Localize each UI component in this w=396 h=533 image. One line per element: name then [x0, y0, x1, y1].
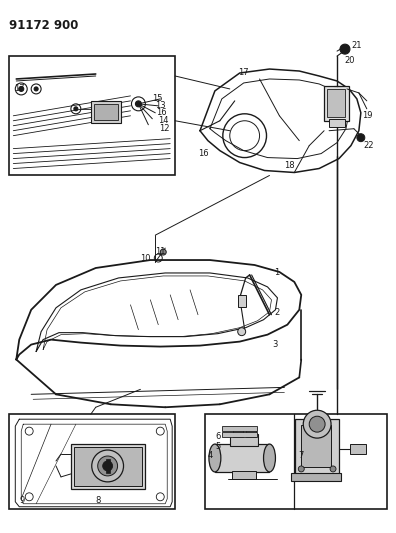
- Bar: [10, 56, 175, 175]
- Bar: [246, 429, 255, 437]
- Bar: [327, 89, 345, 117]
- Text: 12: 12: [159, 124, 170, 133]
- Circle shape: [92, 450, 124, 482]
- Text: 91172 900: 91172 900: [10, 19, 79, 33]
- Bar: [329, 119, 345, 127]
- Bar: [232, 471, 255, 479]
- Circle shape: [135, 101, 141, 107]
- Circle shape: [34, 87, 38, 91]
- Text: 16: 16: [156, 108, 167, 117]
- Text: 16: 16: [198, 149, 209, 158]
- Circle shape: [74, 107, 78, 111]
- Bar: [106, 459, 110, 473]
- Ellipse shape: [209, 444, 221, 472]
- Text: 5: 5: [215, 442, 220, 451]
- Bar: [94, 104, 118, 120]
- Bar: [215, 444, 270, 472]
- Text: 13: 13: [155, 101, 166, 110]
- Text: 10: 10: [141, 254, 151, 263]
- Text: 8: 8: [96, 496, 101, 505]
- Text: 14: 14: [158, 116, 169, 125]
- Circle shape: [19, 86, 24, 92]
- Bar: [222, 426, 257, 431]
- Circle shape: [340, 44, 350, 54]
- Bar: [295, 419, 339, 474]
- Text: 7: 7: [298, 451, 304, 460]
- Bar: [230, 434, 257, 446]
- Bar: [301, 425, 331, 467]
- Circle shape: [103, 461, 112, 471]
- Bar: [238, 295, 246, 307]
- Text: 6: 6: [215, 432, 220, 441]
- Text: 3: 3: [272, 340, 278, 349]
- Bar: [222, 432, 257, 437]
- Circle shape: [160, 249, 166, 255]
- Bar: [291, 473, 341, 481]
- Text: 17: 17: [14, 84, 25, 93]
- Text: 11: 11: [155, 247, 166, 256]
- Circle shape: [303, 410, 331, 438]
- Circle shape: [357, 134, 365, 142]
- Text: 1: 1: [274, 268, 280, 277]
- Bar: [10, 414, 175, 508]
- Bar: [91, 101, 120, 123]
- Bar: [324, 86, 349, 121]
- Text: 20: 20: [344, 56, 354, 65]
- Bar: [205, 414, 386, 508]
- Text: 22: 22: [364, 141, 374, 150]
- Circle shape: [98, 456, 118, 476]
- Bar: [71, 444, 145, 489]
- Text: 17: 17: [238, 68, 248, 77]
- Text: 19: 19: [362, 111, 372, 120]
- Text: 2: 2: [274, 308, 280, 317]
- Circle shape: [330, 466, 336, 472]
- Circle shape: [238, 328, 246, 336]
- Text: 21: 21: [351, 41, 362, 50]
- Bar: [350, 444, 366, 454]
- Text: 15: 15: [152, 94, 163, 103]
- Text: 4: 4: [208, 451, 213, 460]
- Circle shape: [309, 416, 325, 432]
- Text: 9: 9: [19, 496, 25, 505]
- Text: 18: 18: [284, 160, 295, 169]
- Bar: [74, 447, 143, 486]
- Circle shape: [298, 466, 304, 472]
- Ellipse shape: [263, 444, 276, 472]
- Bar: [233, 429, 243, 437]
